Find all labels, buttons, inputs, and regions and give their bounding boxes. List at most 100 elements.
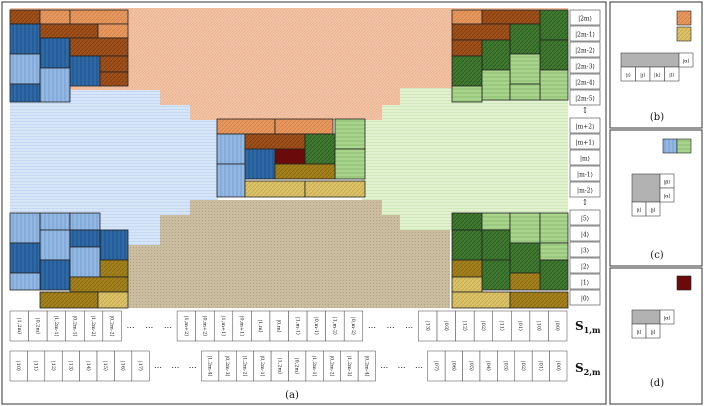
tile [9,23,41,55]
tile [39,212,71,231]
row-label-box [569,117,601,134]
s1-basis-row: |1,2m⟩ |0,2m⟩ |1,2m-1⟩ |0,2m-1⟩ |1,2m-2⟩ |0,2… [9,310,568,342]
caption-a: (a) [285,390,299,401]
row-label-box [569,41,601,58]
basis-label: |1,2m⟩ [276,358,282,374]
tile [451,212,483,231]
row-label-box [569,181,601,198]
tile [334,118,366,150]
row-label-box [569,241,601,258]
basis-label: |0,2m-1⟩ [71,315,77,336]
row-label: |1⟩ [581,280,589,287]
panel-b-label: |j⟩ [640,73,645,79]
tile [39,23,99,39]
row-label-box [569,25,601,42]
panel-b-bottom-labels: |i⟩ |j⟩ |k⟩ |l⟩ [620,66,680,82]
tile [39,291,99,309]
tile [481,9,541,25]
basis-label: |1,m+2⟩ [183,316,189,337]
basis-label: |0,2m-2⟩ [329,355,335,376]
basis-label: |0,2m-1⟩ [259,355,265,376]
tile [39,229,71,261]
panel-c-label: |α⟩ [663,194,670,200]
basis-label: |00⟩ [555,361,561,371]
tile [216,133,246,165]
basis-label: … [189,361,197,370]
gray-block [631,309,661,325]
tile [451,259,483,278]
row-label: |m-1⟩ [577,172,593,179]
tile [481,212,511,231]
basis-label: |16⟩ [120,361,126,371]
tile [39,67,71,103]
basis-label: |10⟩ [536,321,542,331]
tile [539,242,569,261]
basis-label: |02⟩ [480,321,486,331]
basis-cell [549,350,568,382]
row-label-box [569,57,601,74]
legend-tile-dark-red [676,275,692,291]
basis-label: |03⟩ [443,321,449,331]
tile [9,272,41,291]
basis-label: |07⟩ [433,361,439,371]
tile [509,242,541,274]
basis-label: |12⟩ [461,321,467,331]
tile [274,163,336,180]
panel-b: |α⟩ |i⟩ |j⟩ |k⟩ |l⟩ (b) [609,1,703,129]
panel-b-label: |l⟩ [669,73,674,79]
row-label-box [569,225,601,242]
row-label: |2m-4⟩ [575,80,595,87]
legend-tile-gold [676,26,692,42]
tile [99,71,129,87]
legend-tile-green [676,138,692,154]
basis-label: |12⟩ [50,361,56,371]
panel-c-label: |β⟩ [664,180,671,186]
basis-label: |1,2m-1⟩ [53,315,59,336]
tile [99,229,129,261]
tile [216,118,276,135]
tile [481,259,511,291]
tile [509,291,569,309]
row-label: |m-2⟩ [577,188,593,195]
basis-label: … [127,321,135,330]
tile [244,180,306,198]
tile [69,276,129,293]
tile [69,229,101,248]
row-label: |2m-5⟩ [575,96,595,103]
basis-label: … [164,321,172,330]
basis-label: |0,m+2⟩ [201,316,207,337]
tile [69,55,101,87]
khaki-region [128,200,450,308]
panel-d-top-label: |α⟩ [663,316,670,322]
tile [9,212,41,244]
basis-label: |0,2m⟩ [34,318,40,334]
tile [451,276,483,293]
basis-label: |03⟩ [503,361,509,371]
row-label-box [569,289,601,306]
tile [216,163,246,198]
basis-label: |1,m+1⟩ [220,316,226,337]
row-label: |2m-3⟩ [575,64,595,71]
tile [97,291,129,309]
tile [539,259,569,291]
panel-c: |β⟩ |α⟩ |i⟩ |j⟩ (c) [609,129,703,267]
tile [539,9,569,41]
basis-label: |11⟩ [33,361,39,371]
tile [481,229,511,261]
basis-label: |10⟩ [15,361,21,371]
label-box [678,52,694,68]
tile [99,55,129,73]
basis-label: |1,2m-1⟩ [311,355,317,376]
basis-label: |05⟩ [468,361,474,371]
basis-label: |0,m-2⟩ [350,317,356,335]
tile [69,212,101,231]
basis-label: |14⟩ [85,361,91,371]
tile [451,39,483,57]
row-label: |2m-2⟩ [575,48,595,55]
basis-label: |0,m-1⟩ [313,317,319,335]
panel-d-frame [609,267,703,405]
tile [481,69,511,101]
row-label: ↕ [582,106,589,115]
tile [509,83,541,101]
